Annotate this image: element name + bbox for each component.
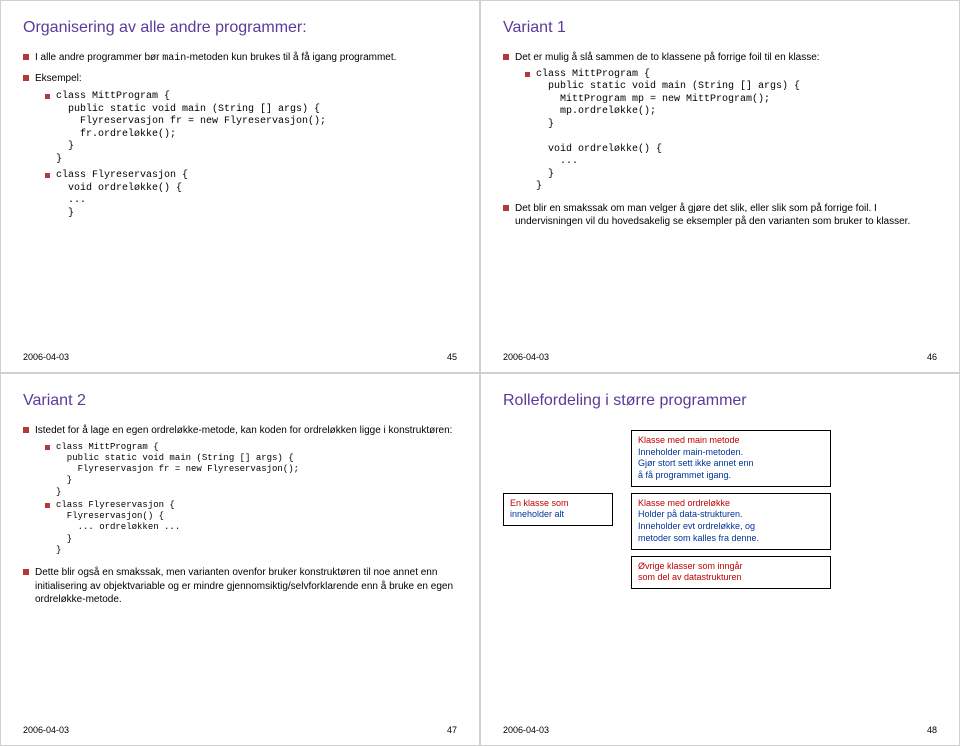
bullet-item: Det blir en smakssak om man velger å gjø… [503, 202, 937, 229]
bullet-item: I alle andre programmer bør main-metoden… [23, 51, 457, 66]
footer-page-number: 46 [927, 352, 937, 362]
body-text: Istedet for å lage en egen ordreløkke-me… [35, 424, 452, 438]
bullet-item: class Flyreservasjon { Flyreservasjon() … [45, 500, 457, 556]
box-line: metoder som kalles fra denne. [638, 533, 824, 545]
box-line: En klasse som [510, 498, 606, 510]
slide-title: Variant 2 [23, 392, 457, 410]
square-bullet-icon [45, 94, 50, 99]
square-bullet-icon [45, 445, 50, 450]
square-bullet-icon [45, 503, 50, 508]
bullet-item: class MittProgram { public static void m… [45, 442, 457, 498]
code-block: class Flyreservasjon { Flyreservasjon() … [56, 500, 180, 556]
diagram-box-main: Klasse med main metode Inneholder main-m… [631, 430, 831, 487]
footer-date: 2006-04-03 [503, 725, 549, 735]
box-title: Klasse med ordreløkke [638, 498, 824, 510]
square-bullet-icon [525, 72, 530, 77]
slide-title: Organisering av alle andre programmer: [23, 19, 457, 37]
square-bullet-icon [23, 75, 29, 81]
square-bullet-icon [503, 205, 509, 211]
inline-code: main [162, 53, 186, 64]
diagram: En klasse som inneholder alt Klasse med … [503, 430, 937, 589]
text-part: -metoden kun brukes til å få igang progr… [186, 52, 396, 63]
slide-footer: 2006-04-03 47 [23, 725, 457, 735]
footer-date: 2006-04-03 [503, 352, 549, 362]
bullet-item: Det er mulig å slå sammen de to klassene… [503, 51, 937, 65]
square-bullet-icon [23, 54, 29, 60]
square-bullet-icon [23, 569, 29, 575]
footer-page-number: 47 [447, 725, 457, 735]
bullet-item: class MittProgram { public static void m… [45, 91, 457, 166]
slide-footer: 2006-04-03 48 [503, 725, 937, 735]
bullet-item: class MittProgram { public static void m… [525, 69, 937, 194]
box-line: Inneholder evt ordreløkke, og [638, 521, 824, 533]
footer-date: 2006-04-03 [23, 725, 69, 735]
box-line: inneholder alt [510, 509, 606, 521]
diagram-box-left: En klasse som inneholder alt [503, 493, 613, 526]
footer-date: 2006-04-03 [23, 352, 69, 362]
slide-content: I alle andre programmer bør main-metoden… [23, 51, 457, 348]
code-block: class MittProgram { public static void m… [56, 91, 326, 166]
body-text: Det blir en smakssak om man velger å gjø… [515, 202, 937, 229]
slide-content: En klasse som inneholder alt Klasse med … [503, 424, 937, 721]
box-line: å få programmet igang. [638, 470, 824, 482]
slide-title: Rollefordeling i større programmer [503, 392, 937, 410]
box-line: som del av datastrukturen [638, 572, 824, 584]
slide-footer: 2006-04-03 46 [503, 352, 937, 362]
body-text: Eksempel: [35, 72, 82, 86]
bullet-item: class Flyreservasjon { void ordreløkke()… [45, 170, 457, 220]
box-line: Inneholder main-metoden. [638, 447, 824, 459]
diagram-box-other: Øvrige klasser som inngår som del av dat… [631, 556, 831, 589]
body-text: Det er mulig å slå sammen de to klassene… [515, 51, 820, 65]
square-bullet-icon [23, 427, 29, 433]
square-bullet-icon [45, 173, 50, 178]
bullet-item: Dette blir også en smakssak, men variant… [23, 566, 457, 607]
slide-47: Variant 2 Istedet for å lage en egen ord… [0, 373, 480, 746]
box-line: Holder på data-strukturen. [638, 509, 824, 521]
diagram-box-loop: Klasse med ordreløkke Holder på data-str… [631, 493, 831, 550]
bullet-item: Eksempel: [23, 72, 457, 86]
slide-content: Istedet for å lage en egen ordreløkke-me… [23, 424, 457, 721]
box-line: Gjør stort sett ikke annet enn [638, 458, 824, 470]
footer-page-number: 45 [447, 352, 457, 362]
slide-title: Variant 1 [503, 19, 937, 37]
diagram-right-column: Klasse med main metode Inneholder main-m… [631, 430, 831, 589]
slide-46: Variant 1 Det er mulig å slå sammen de t… [480, 0, 960, 373]
box-line: Øvrige klasser som inngår [638, 561, 824, 573]
code-block: class MittProgram { public static void m… [56, 442, 299, 498]
slide-content: Det er mulig å slå sammen de to klassene… [503, 51, 937, 348]
code-block: class MittProgram { public static void m… [536, 69, 800, 194]
body-text: I alle andre programmer bør main-metoden… [35, 51, 396, 66]
footer-page-number: 48 [927, 725, 937, 735]
text-part: I alle andre programmer bør [35, 52, 162, 63]
square-bullet-icon [503, 54, 509, 60]
slide-footer: 2006-04-03 45 [23, 352, 457, 362]
slide-48: Rollefordeling i større programmer En kl… [480, 373, 960, 746]
box-title: Klasse med main metode [638, 435, 824, 447]
bullet-item: Istedet for å lage en egen ordreløkke-me… [23, 424, 457, 438]
code-block: class Flyreservasjon { void ordreløkke()… [56, 170, 188, 220]
slide-45: Organisering av alle andre programmer: I… [0, 0, 480, 373]
body-text: Dette blir også en smakssak, men variant… [35, 566, 457, 607]
